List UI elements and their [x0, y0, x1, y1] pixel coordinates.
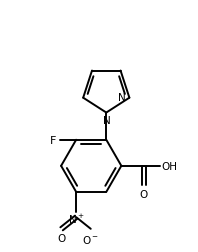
Text: O$^-$: O$^-$ [82, 233, 99, 245]
Text: O: O [57, 233, 66, 243]
Text: OH: OH [161, 161, 177, 171]
Text: N$^+$: N$^+$ [68, 212, 85, 226]
Text: F: F [50, 135, 57, 145]
Text: N: N [103, 115, 111, 125]
Text: N: N [118, 92, 126, 102]
Text: O: O [140, 189, 148, 199]
